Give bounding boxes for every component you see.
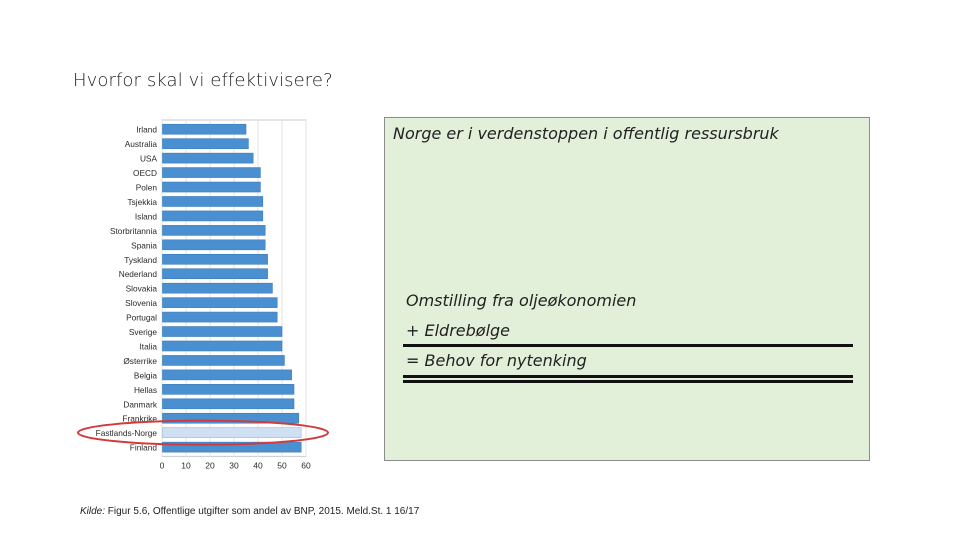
bar-22 (162, 441, 302, 453)
statement-line-3: = Behov for nytenking (406, 351, 587, 370)
bar-2 (162, 152, 254, 164)
category-label-10: Nederland (119, 269, 158, 279)
category-label-18: Hellas (134, 385, 157, 395)
category-label-2: USA (140, 154, 158, 164)
double-rule-bottom (403, 380, 853, 383)
highlight-ellipse (77, 419, 329, 446)
bar-12 (162, 297, 278, 308)
x-tick-label-6: 60 (301, 460, 311, 470)
category-label-15: Italia (139, 341, 157, 351)
bar-3 (162, 167, 261, 178)
bar-13 (162, 311, 278, 323)
category-label-14: Sverige (129, 327, 158, 337)
bar-8 (162, 239, 266, 251)
statement-line-2: + Eldrebølge (406, 321, 511, 340)
slide-title: Hvorfor skal vi effektivisere? (73, 70, 333, 91)
category-label-20: Frankrike (122, 414, 157, 424)
bar-17 (162, 369, 292, 381)
bar-chart-svg: Irland Australia USA OECD Polen Tsjekkia Islan… (77, 119, 329, 470)
category-label-1: Australia (125, 139, 158, 149)
category-label-5: Tsjekkia (127, 197, 157, 207)
bar-0 (162, 123, 247, 135)
category-label-11: Slovakia (126, 284, 158, 294)
bar-1 (162, 138, 249, 149)
category-label-19: Danmark (123, 399, 158, 409)
category-label-8: Spania (131, 240, 157, 250)
category-label-0: Irland (136, 125, 157, 135)
category-label-6: Island (135, 211, 158, 221)
category-label-22: Finland (130, 443, 158, 453)
x-tick-label-0: 0 (160, 460, 165, 470)
category-label-9: Tyskland (124, 255, 157, 265)
category-label-16: Østerrike (123, 356, 157, 366)
bar-18 (162, 384, 295, 395)
source-text: Figur 5.6, Offentlige utgifter som andel… (105, 506, 420, 517)
category-label-4: Polen (136, 183, 158, 193)
x-tick-label-4: 40 (253, 460, 263, 470)
x-tick-label-5: 50 (277, 460, 287, 470)
bar-15 (162, 340, 283, 352)
box-headline: Norge er i verdenstoppen i offentlig res… (393, 124, 779, 143)
x-tick-label-2: 20 (205, 460, 215, 470)
summary-box: Norge er i verdenstoppen i offentlig res… (384, 117, 870, 461)
bar-5 (162, 196, 264, 207)
bar-14 (162, 326, 283, 337)
source-prefix: Kilde: (80, 506, 106, 517)
bar-11 (162, 282, 273, 294)
bar-21 (162, 427, 302, 438)
x-tick-label-1: 10 (181, 460, 191, 470)
bar-9 (162, 253, 268, 265)
bar-10 (162, 268, 268, 280)
bar-19 (162, 398, 295, 410)
x-tick-label-3: 30 (229, 460, 239, 470)
bar-20 (162, 412, 300, 424)
double-rule-top (403, 375, 853, 378)
category-label-12: Slovenia (125, 298, 157, 308)
category-label-17: Belgia (134, 370, 157, 380)
category-label-3: OECD (133, 168, 157, 178)
bar-6 (162, 210, 264, 222)
category-label-7: Storbritannia (110, 226, 157, 236)
bar-4 (162, 181, 261, 193)
category-label-13: Portugal (126, 313, 157, 323)
source-note: Kilde: Figur 5.6, Offentlige utgifter so… (80, 506, 419, 517)
bar-7 (162, 225, 266, 236)
bar-16 (162, 355, 285, 366)
statement-line-1: Omstilling fra oljeøkonomien (406, 291, 637, 310)
sum-rule (403, 344, 853, 347)
bar-chart: Irland Australia USA OECD Polen Tsjekkia Islan… (70, 118, 340, 474)
category-label-21: Fastlands-Norge (96, 428, 158, 438)
